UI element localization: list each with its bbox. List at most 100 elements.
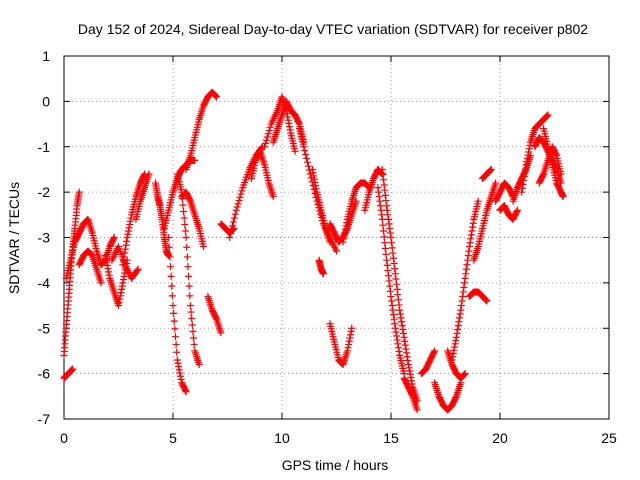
data-point — [176, 372, 184, 380]
data-point — [386, 282, 394, 290]
data-point — [211, 92, 219, 100]
data-point — [102, 255, 110, 263]
data-point — [448, 356, 456, 364]
data-point — [166, 253, 174, 261]
data-point — [101, 252, 109, 260]
data-point — [460, 370, 468, 378]
data-point — [118, 282, 126, 290]
data-point — [339, 238, 347, 246]
series-arc-33 — [431, 379, 465, 414]
data-point — [380, 181, 388, 189]
data-point — [468, 227, 476, 235]
data-point — [386, 287, 394, 295]
data-point — [380, 233, 388, 241]
data-point — [311, 178, 319, 186]
data-point — [115, 302, 122, 310]
data-point — [301, 147, 309, 155]
data-point — [461, 370, 469, 378]
data-point — [391, 270, 399, 278]
data-point — [403, 349, 411, 357]
series-arc-04 — [75, 247, 105, 287]
data-point — [342, 222, 350, 230]
data-point — [348, 324, 356, 332]
data-point — [492, 179, 500, 187]
data-point — [125, 224, 133, 232]
data-point — [451, 340, 459, 348]
data-point — [522, 161, 530, 169]
data-point — [374, 184, 382, 192]
series-arc-17 — [217, 220, 238, 237]
series-arc-45 — [540, 125, 567, 201]
data-point — [175, 366, 183, 374]
x-axis-label: GPS time / hours — [282, 457, 389, 473]
data-point — [379, 221, 387, 229]
data-point — [469, 219, 477, 227]
data-point — [170, 309, 178, 317]
data-point — [381, 191, 389, 199]
data-point — [460, 371, 468, 379]
data-point — [392, 275, 400, 283]
data-point — [513, 208, 521, 216]
data-point — [231, 210, 239, 218]
data-point — [312, 185, 320, 193]
data-point — [378, 165, 386, 173]
data-point — [119, 257, 127, 265]
data-point — [378, 169, 386, 177]
data-point — [232, 206, 240, 214]
data-point — [380, 227, 388, 235]
data-point — [227, 230, 235, 238]
data-point — [487, 166, 495, 174]
data-point — [285, 119, 293, 127]
data-point — [456, 310, 464, 318]
data-point — [395, 348, 403, 356]
data-point — [134, 265, 142, 273]
data-point — [233, 203, 241, 211]
data-point — [404, 361, 412, 369]
data-point — [413, 406, 421, 414]
data-point — [226, 234, 234, 241]
data-point — [228, 226, 236, 234]
data-point — [522, 165, 530, 173]
data-point — [449, 350, 457, 358]
data-point — [461, 274, 469, 282]
data-point — [464, 252, 472, 260]
data-point — [180, 214, 188, 222]
data-point — [452, 333, 460, 341]
data-point — [347, 331, 355, 339]
data-point — [340, 235, 348, 243]
data-point — [518, 188, 526, 196]
data-point — [105, 271, 113, 279]
data-point — [543, 112, 551, 120]
data-point — [524, 151, 532, 159]
data-point — [525, 145, 533, 153]
series-arc-08 — [119, 170, 149, 269]
data-point — [559, 193, 567, 201]
series-arc-38 — [479, 165, 495, 183]
y-tick-label: 1 — [42, 48, 50, 64]
data-point — [455, 318, 463, 326]
data-point — [467, 231, 475, 239]
data-point — [283, 110, 291, 118]
data-point — [525, 148, 533, 156]
data-point — [456, 314, 464, 322]
data-point — [217, 329, 225, 337]
data-point — [383, 206, 391, 214]
series-arc-34 — [444, 347, 469, 382]
data-point — [462, 270, 470, 278]
data-point — [285, 123, 293, 131]
data-point — [466, 239, 474, 247]
data-point — [544, 111, 552, 119]
data-point — [165, 252, 173, 260]
data-point — [177, 375, 185, 383]
data-point — [310, 172, 318, 180]
data-point — [168, 292, 176, 300]
data-point — [520, 173, 528, 181]
data-point — [182, 388, 190, 396]
data-point — [486, 167, 494, 175]
data-point — [110, 235, 118, 243]
data-point — [396, 310, 404, 318]
data-point — [312, 182, 320, 190]
data-point — [304, 162, 312, 170]
data-point — [116, 292, 124, 300]
data-point — [398, 318, 406, 326]
